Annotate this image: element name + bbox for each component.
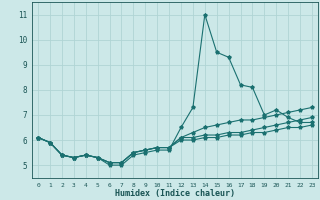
X-axis label: Humidex (Indice chaleur): Humidex (Indice chaleur) bbox=[115, 189, 235, 198]
